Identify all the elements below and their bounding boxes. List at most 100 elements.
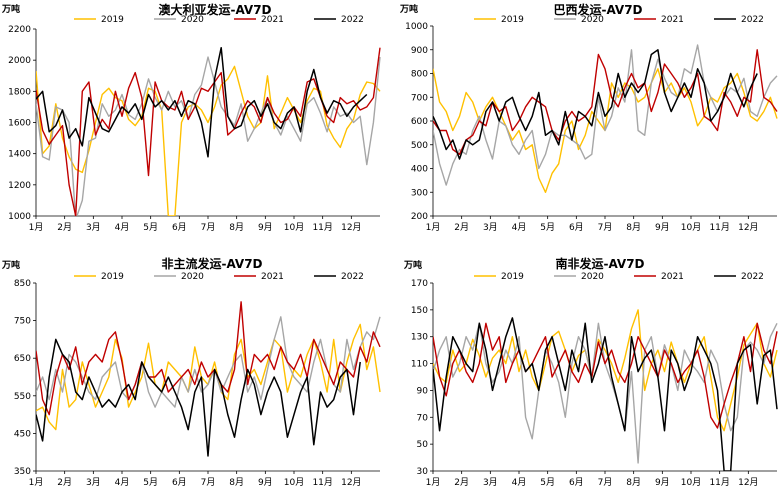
y-tick-label: 650 bbox=[14, 354, 31, 364]
legend-label-2022: 2022 bbox=[341, 15, 364, 25]
y-tick-label: 800 bbox=[411, 70, 428, 80]
x-tick-label: 7月 bbox=[598, 222, 613, 233]
unit-label: 万吨 bbox=[1, 3, 20, 15]
x-tick-label: 1月 bbox=[426, 477, 441, 488]
x-tick-label: 2月 bbox=[454, 477, 469, 488]
y-tick-label: 70 bbox=[417, 413, 429, 423]
y-tick-label: 1000 bbox=[8, 212, 31, 222]
chart-panel-4: 南非发运-AV7D 万吨 2019 2020 2021 2022 30 50 70 90 110 13… bbox=[403, 256, 778, 488]
x-tick-label: 2月 bbox=[454, 222, 469, 233]
series-line-2019 bbox=[36, 65, 381, 216]
y-tick-label: 600 bbox=[411, 117, 428, 127]
y-tick-label: 150 bbox=[411, 306, 428, 316]
x-tick-label: 1月 bbox=[29, 477, 44, 488]
y-tick-label: 450 bbox=[14, 429, 31, 439]
x-tick-label: 4月 bbox=[115, 222, 130, 233]
chart-title: 澳大利亚发运-AV7D bbox=[158, 2, 271, 17]
x-tick-label: 4月 bbox=[115, 477, 130, 488]
x-tick-label: 9月 bbox=[655, 222, 670, 233]
x-tick-label: 2月 bbox=[57, 222, 72, 233]
y-tick-label: 400 bbox=[411, 165, 428, 175]
x-tick-label: 3月 bbox=[86, 477, 101, 488]
legend-label-2020: 2020 bbox=[581, 272, 604, 282]
y-tick-label: 30 bbox=[417, 467, 429, 477]
y-tick-label: 1800 bbox=[8, 87, 31, 97]
x-tick-label: 11月 bbox=[312, 477, 332, 488]
x-tick-label: 9月 bbox=[655, 477, 670, 488]
legend-label-2019: 2019 bbox=[501, 15, 524, 25]
series-line-2022 bbox=[36, 338, 361, 457]
series-line-2022 bbox=[433, 317, 778, 471]
x-tick-label: 8月 bbox=[626, 222, 641, 233]
legend-label-2022: 2022 bbox=[341, 272, 364, 282]
x-tick-label: 9月 bbox=[258, 477, 273, 488]
y-tick-label: 110 bbox=[411, 360, 428, 370]
series-line-2021 bbox=[433, 49, 778, 156]
series-line-2021 bbox=[36, 47, 381, 216]
y-tick-label: 130 bbox=[411, 333, 428, 343]
y-tick-label: 200 bbox=[411, 212, 428, 222]
chart-title: 非主流发运-AV7D bbox=[161, 256, 262, 271]
x-tick-label: 1月 bbox=[426, 222, 441, 233]
y-tick-label: 900 bbox=[411, 46, 428, 56]
x-tick-label: 8月 bbox=[229, 222, 244, 233]
y-tick-label: 1600 bbox=[8, 119, 31, 129]
x-tick-label: 12月 bbox=[341, 222, 361, 233]
series-line-2020 bbox=[36, 316, 381, 408]
x-tick-label: 12月 bbox=[341, 477, 361, 488]
y-tick-label: 2200 bbox=[8, 25, 31, 35]
unit-label: 万吨 bbox=[403, 259, 422, 271]
x-tick-label: 11月 bbox=[709, 477, 729, 488]
y-tick-label: 700 bbox=[411, 93, 428, 103]
legend-label-2019: 2019 bbox=[101, 272, 124, 282]
y-tick-label: 1000 bbox=[405, 22, 428, 32]
x-tick-label: 3月 bbox=[483, 222, 498, 233]
y-tick-label: 170 bbox=[411, 279, 428, 289]
unit-label: 万吨 bbox=[1, 259, 20, 271]
x-tick-label: 6月 bbox=[172, 222, 187, 233]
x-tick-label: 4月 bbox=[512, 477, 527, 488]
x-tick-label: 10月 bbox=[284, 477, 304, 488]
y-tick-label: 50 bbox=[417, 440, 429, 450]
y-tick-label: 350 bbox=[14, 467, 31, 477]
series-line-2022 bbox=[433, 49, 758, 160]
legend-label-2021: 2021 bbox=[661, 272, 684, 282]
series-line-2022 bbox=[36, 46, 368, 158]
legend-label-2021: 2021 bbox=[661, 15, 684, 25]
y-tick-label: 750 bbox=[14, 317, 31, 327]
y-tick-label: 550 bbox=[14, 392, 31, 402]
x-tick-label: 10月 bbox=[681, 477, 701, 488]
legend-label-2022: 2022 bbox=[741, 272, 764, 282]
y-tick-label: 300 bbox=[411, 188, 428, 198]
legend-label-2020: 2020 bbox=[581, 15, 604, 25]
x-tick-label: 1月 bbox=[29, 222, 44, 233]
x-tick-label: 12月 bbox=[738, 222, 758, 233]
x-tick-label: 8月 bbox=[626, 477, 641, 488]
y-tick-label: 1200 bbox=[8, 181, 31, 191]
x-tick-label: 8月 bbox=[229, 477, 244, 488]
x-tick-label: 6月 bbox=[569, 477, 584, 488]
legend-label-2020: 2020 bbox=[181, 15, 204, 25]
chart-panel-2: 巴西发运-AV7D 万吨 2019 2020 2021 2022 200 300 400 500 6… bbox=[399, 2, 778, 233]
chart-title: 巴西发运-AV7D bbox=[553, 2, 642, 17]
x-tick-label: 10月 bbox=[681, 222, 701, 233]
legend-label-2021: 2021 bbox=[261, 272, 284, 282]
legend-label-2020: 2020 bbox=[181, 272, 204, 282]
x-tick-label: 11月 bbox=[709, 222, 729, 233]
y-tick-label: 2000 bbox=[8, 56, 31, 66]
x-tick-label: 7月 bbox=[598, 477, 613, 488]
chart-title: 南非发运-AV7D bbox=[555, 256, 644, 271]
x-tick-label: 5月 bbox=[143, 222, 158, 233]
y-tick-label: 850 bbox=[14, 279, 31, 289]
legend-label-2022: 2022 bbox=[741, 15, 764, 25]
x-tick-label: 2月 bbox=[57, 477, 72, 488]
x-tick-label: 12月 bbox=[738, 477, 758, 488]
x-tick-label: 7月 bbox=[201, 477, 216, 488]
chart-panel-3: 非主流发运-AV7D 万吨 2019 2020 2021 2022 350 450 550 650… bbox=[1, 256, 381, 488]
legend-label-2019: 2019 bbox=[501, 272, 524, 282]
y-tick-label: 90 bbox=[417, 386, 429, 396]
x-tick-label: 6月 bbox=[172, 477, 187, 488]
series-line-2020 bbox=[36, 56, 381, 216]
x-tick-label: 11月 bbox=[312, 222, 332, 233]
